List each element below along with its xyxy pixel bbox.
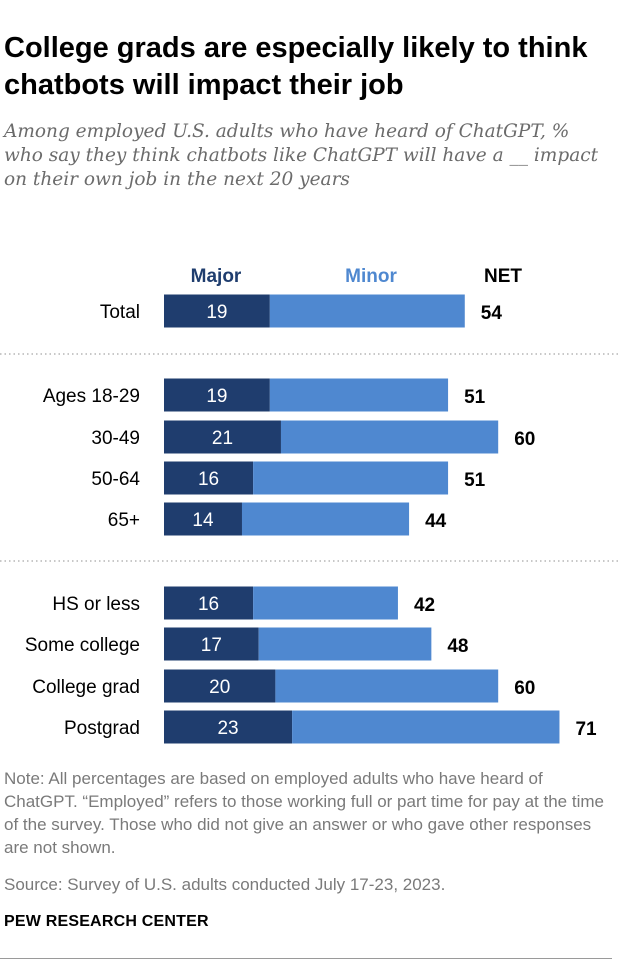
net-value-label: 60 xyxy=(514,429,535,450)
bar-minor xyxy=(241,502,410,536)
legend-major: Major xyxy=(191,266,242,287)
legend-minor: Minor xyxy=(345,266,397,287)
major-value-label: 17 xyxy=(201,635,222,656)
bar-minor xyxy=(253,586,398,620)
category-label: 30-49 xyxy=(91,428,140,449)
pew-research-center-logo: PEW RESEARCH CENTER xyxy=(4,913,209,930)
bar-minor xyxy=(258,627,432,661)
net-value-label: 42 xyxy=(414,595,435,616)
major-value-label: 20 xyxy=(209,677,230,698)
category-label: 65+ xyxy=(108,510,140,531)
category-label: Postgrad xyxy=(64,718,140,739)
category-label: Total xyxy=(100,302,140,323)
stacked-bar-chart: Major Minor NET Total 19 54 Ages 18-29 19 51 30-4… xyxy=(0,266,620,744)
bar-major xyxy=(164,378,270,412)
major-value-label: 19 xyxy=(206,386,227,407)
net-value-label: 60 xyxy=(514,678,535,699)
bar-major xyxy=(164,669,276,703)
bar-major xyxy=(164,502,242,536)
legend-net: NET xyxy=(484,266,522,287)
category-label: College grad xyxy=(32,677,140,698)
category-label: 50-64 xyxy=(91,469,140,490)
bar-minor xyxy=(269,378,449,412)
bar-minor xyxy=(280,420,499,454)
bar-major xyxy=(164,710,293,744)
major-value-label: 16 xyxy=(198,594,219,615)
category-label: HS or less xyxy=(52,594,140,615)
bar-minor xyxy=(292,710,560,744)
major-value-label: 21 xyxy=(212,428,233,449)
major-value-label: 19 xyxy=(206,302,227,323)
net-value-label: 51 xyxy=(464,387,486,408)
net-value-label: 54 xyxy=(481,303,503,324)
net-value-label: 44 xyxy=(425,511,447,532)
bar-major xyxy=(164,294,270,328)
chart-title: College grads are especially likely to t… xyxy=(4,32,588,101)
bar-minor xyxy=(253,461,449,495)
major-value-label: 16 xyxy=(198,469,219,490)
chart-subtitle: Among employed U.S. adults who have hear… xyxy=(4,121,599,190)
net-value-label: 51 xyxy=(464,470,486,491)
major-value-label: 23 xyxy=(217,718,238,739)
chart-note: Note: All percentages are based on emplo… xyxy=(4,769,604,857)
net-value-label: 48 xyxy=(447,636,468,657)
bar-minor xyxy=(275,669,499,703)
major-value-label: 14 xyxy=(192,510,214,531)
bar-minor xyxy=(269,294,465,328)
category-label: Ages 18-29 xyxy=(43,386,140,407)
bar-major xyxy=(164,461,254,495)
chart-source: Source: Survey of U.S. adults conducted … xyxy=(4,875,446,894)
bar-major xyxy=(164,586,254,620)
bar-major xyxy=(164,420,281,454)
category-label: Some college xyxy=(25,635,140,656)
bar-major xyxy=(164,627,259,661)
bottom-divider xyxy=(0,958,612,959)
net-value-label: 71 xyxy=(575,719,597,740)
